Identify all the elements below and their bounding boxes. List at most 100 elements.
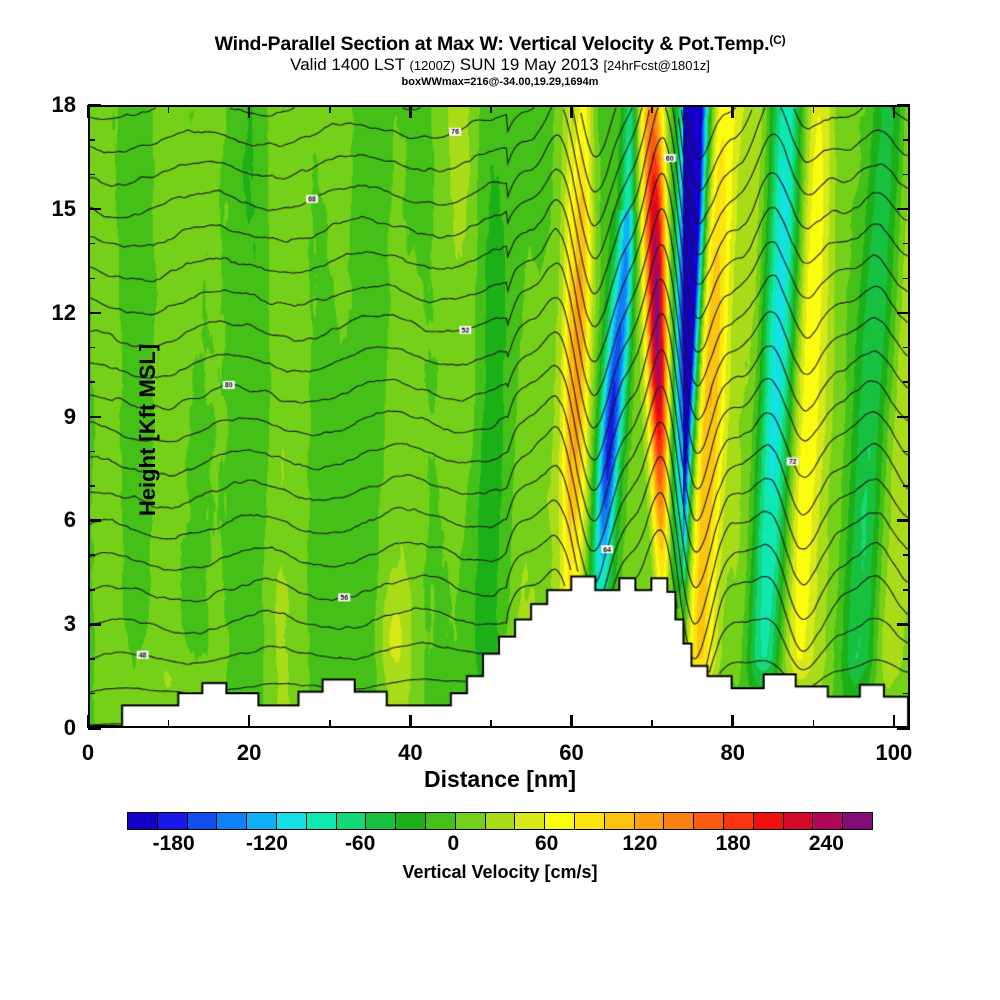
colorbar-swatch <box>216 813 247 829</box>
colorbar-swatch <box>246 813 276 829</box>
y-tick-label: 6 <box>63 507 76 533</box>
y-tick-major <box>88 519 101 522</box>
y-tick-label: 9 <box>63 403 76 429</box>
y-tick-minor <box>88 589 95 591</box>
colorbar-tick-label: -60 <box>344 832 376 855</box>
colorbar-swatch <box>633 813 664 829</box>
colorbar-swatch <box>842 813 872 829</box>
colorbar-tick-label: -120 <box>245 832 288 855</box>
x-tick-minor-top <box>490 105 492 113</box>
y-tick-major <box>88 727 101 730</box>
plot-area <box>88 105 910 728</box>
x-tick-label: 80 <box>720 740 745 765</box>
y-tick-major <box>88 311 101 315</box>
title-block: Wind-Parallel Section at Max W: Vertical… <box>0 30 1000 88</box>
y-tick-major-right <box>897 727 910 730</box>
colorbar-tick-label: 0 <box>447 832 460 855</box>
y-tick-minor <box>88 277 95 280</box>
colorbar-swatch <box>454 813 485 829</box>
colorbar-swatch <box>424 813 455 829</box>
y-tick-major-right <box>897 519 910 522</box>
y-tick-minor <box>88 242 95 245</box>
y-tick-minor <box>903 450 910 453</box>
x-tick-major <box>570 715 573 728</box>
colorbar-swatch <box>484 813 515 829</box>
x-tick-major <box>731 715 734 728</box>
y-tick-minor <box>88 554 95 556</box>
x-tick-major-top <box>409 105 412 118</box>
y-tick-minor <box>903 658 910 660</box>
x-tick-minor-top <box>651 105 653 113</box>
x-tick-label: 100 <box>875 740 913 765</box>
x-tick-minor <box>812 720 815 728</box>
chart-title: Wind-Parallel Section at Max W: Vertical… <box>0 30 1000 54</box>
colorbar-swatch <box>128 813 157 829</box>
colorbar-swatch <box>544 813 574 829</box>
y-tick-minor <box>903 692 910 695</box>
x-tick-major <box>86 715 90 728</box>
y-tick-major <box>88 104 101 107</box>
x-tick-major <box>409 715 412 728</box>
colorbar-tick-label: 60 <box>534 832 559 855</box>
x-tick-minor-top <box>167 105 170 113</box>
y-tick-label: 0 <box>63 715 76 740</box>
x-tick-major-top <box>86 105 90 118</box>
x-tick-minor-top <box>812 105 815 113</box>
colorbar-tick-label: 120 <box>622 832 658 855</box>
chart-annotation: boxWWmax=216@-34.00,19.29,1694m <box>401 76 599 88</box>
y-tick-minor <box>903 485 910 487</box>
colorbar-tick-labels: -180 -120 -60 0 60 120 180 240 <box>0 832 1000 858</box>
x-tick-major <box>892 715 896 728</box>
colorbar-swatch <box>156 813 187 829</box>
subtitle-utc-time: (1200Z) <box>409 58 456 73</box>
y-tick-minor <box>903 589 910 591</box>
x-tick-label: 40 <box>398 740 423 765</box>
y-tick-minor <box>903 139 910 141</box>
x-tick-label: 20 <box>236 740 262 765</box>
colorbar-swatch <box>305 813 336 829</box>
colorbar-swatch <box>573 813 604 829</box>
chart-subtitle: Valid 1400 LST (1200Z) SUN 19 May 2013 [… <box>0 55 1000 75</box>
subtitle-date: SUN 19 May 2013 <box>455 55 604 74</box>
x-tick-label: 60 <box>559 740 584 765</box>
x-tick-minor <box>490 720 492 728</box>
y-tick-minor <box>88 139 95 141</box>
colorbar <box>127 812 873 830</box>
y-tick-label: 3 <box>63 611 76 637</box>
x-tick-minor-top <box>329 105 331 113</box>
y-tick-minor <box>88 485 95 487</box>
x-tick-label: 0 <box>81 740 95 765</box>
colorbar-swatch <box>782 813 813 829</box>
y-tick-major-right <box>897 311 910 315</box>
copyright-superscript: (C) <box>769 33 786 47</box>
colorbar-swatch <box>275 813 306 829</box>
y-tick-minor <box>88 346 95 349</box>
x-tick-minor <box>329 720 331 728</box>
colorbar-swatch <box>335 813 366 829</box>
y-tick-label: 15 <box>51 195 76 221</box>
colorbar-swatch <box>395 813 425 829</box>
colorbar-tick-label: 240 <box>808 832 844 855</box>
y-tick-label: 18 <box>51 92 76 117</box>
colorbar-swatch <box>722 813 753 829</box>
x-tick-major-top <box>570 105 573 118</box>
x-tick-major-top <box>892 105 896 118</box>
x-tick-major-top <box>247 105 251 118</box>
vertical-velocity-heatmap <box>90 107 908 726</box>
y-tick-major <box>88 207 101 211</box>
y-tick-minor <box>88 692 95 695</box>
colorbar-swatch <box>663 813 694 829</box>
colorbar-title: Vertical Velocity [cm/s] <box>402 862 598 882</box>
y-axis-title: Height [Kft MSL] <box>135 343 160 517</box>
colorbar-swatch <box>365 813 396 829</box>
y-tick-minor <box>903 173 910 176</box>
x-axis-title: Distance [nm] <box>423 766 577 792</box>
colorbar-swatch <box>514 813 545 829</box>
subtitle-forecast-tag: [24hrFcst@1801z] <box>603 58 710 73</box>
colorbar-swatch <box>693 813 723 829</box>
y-tick-minor <box>88 450 95 453</box>
y-tick-minor <box>903 277 910 280</box>
x-tick-major <box>247 715 251 728</box>
y-tick-major-right <box>897 207 910 211</box>
